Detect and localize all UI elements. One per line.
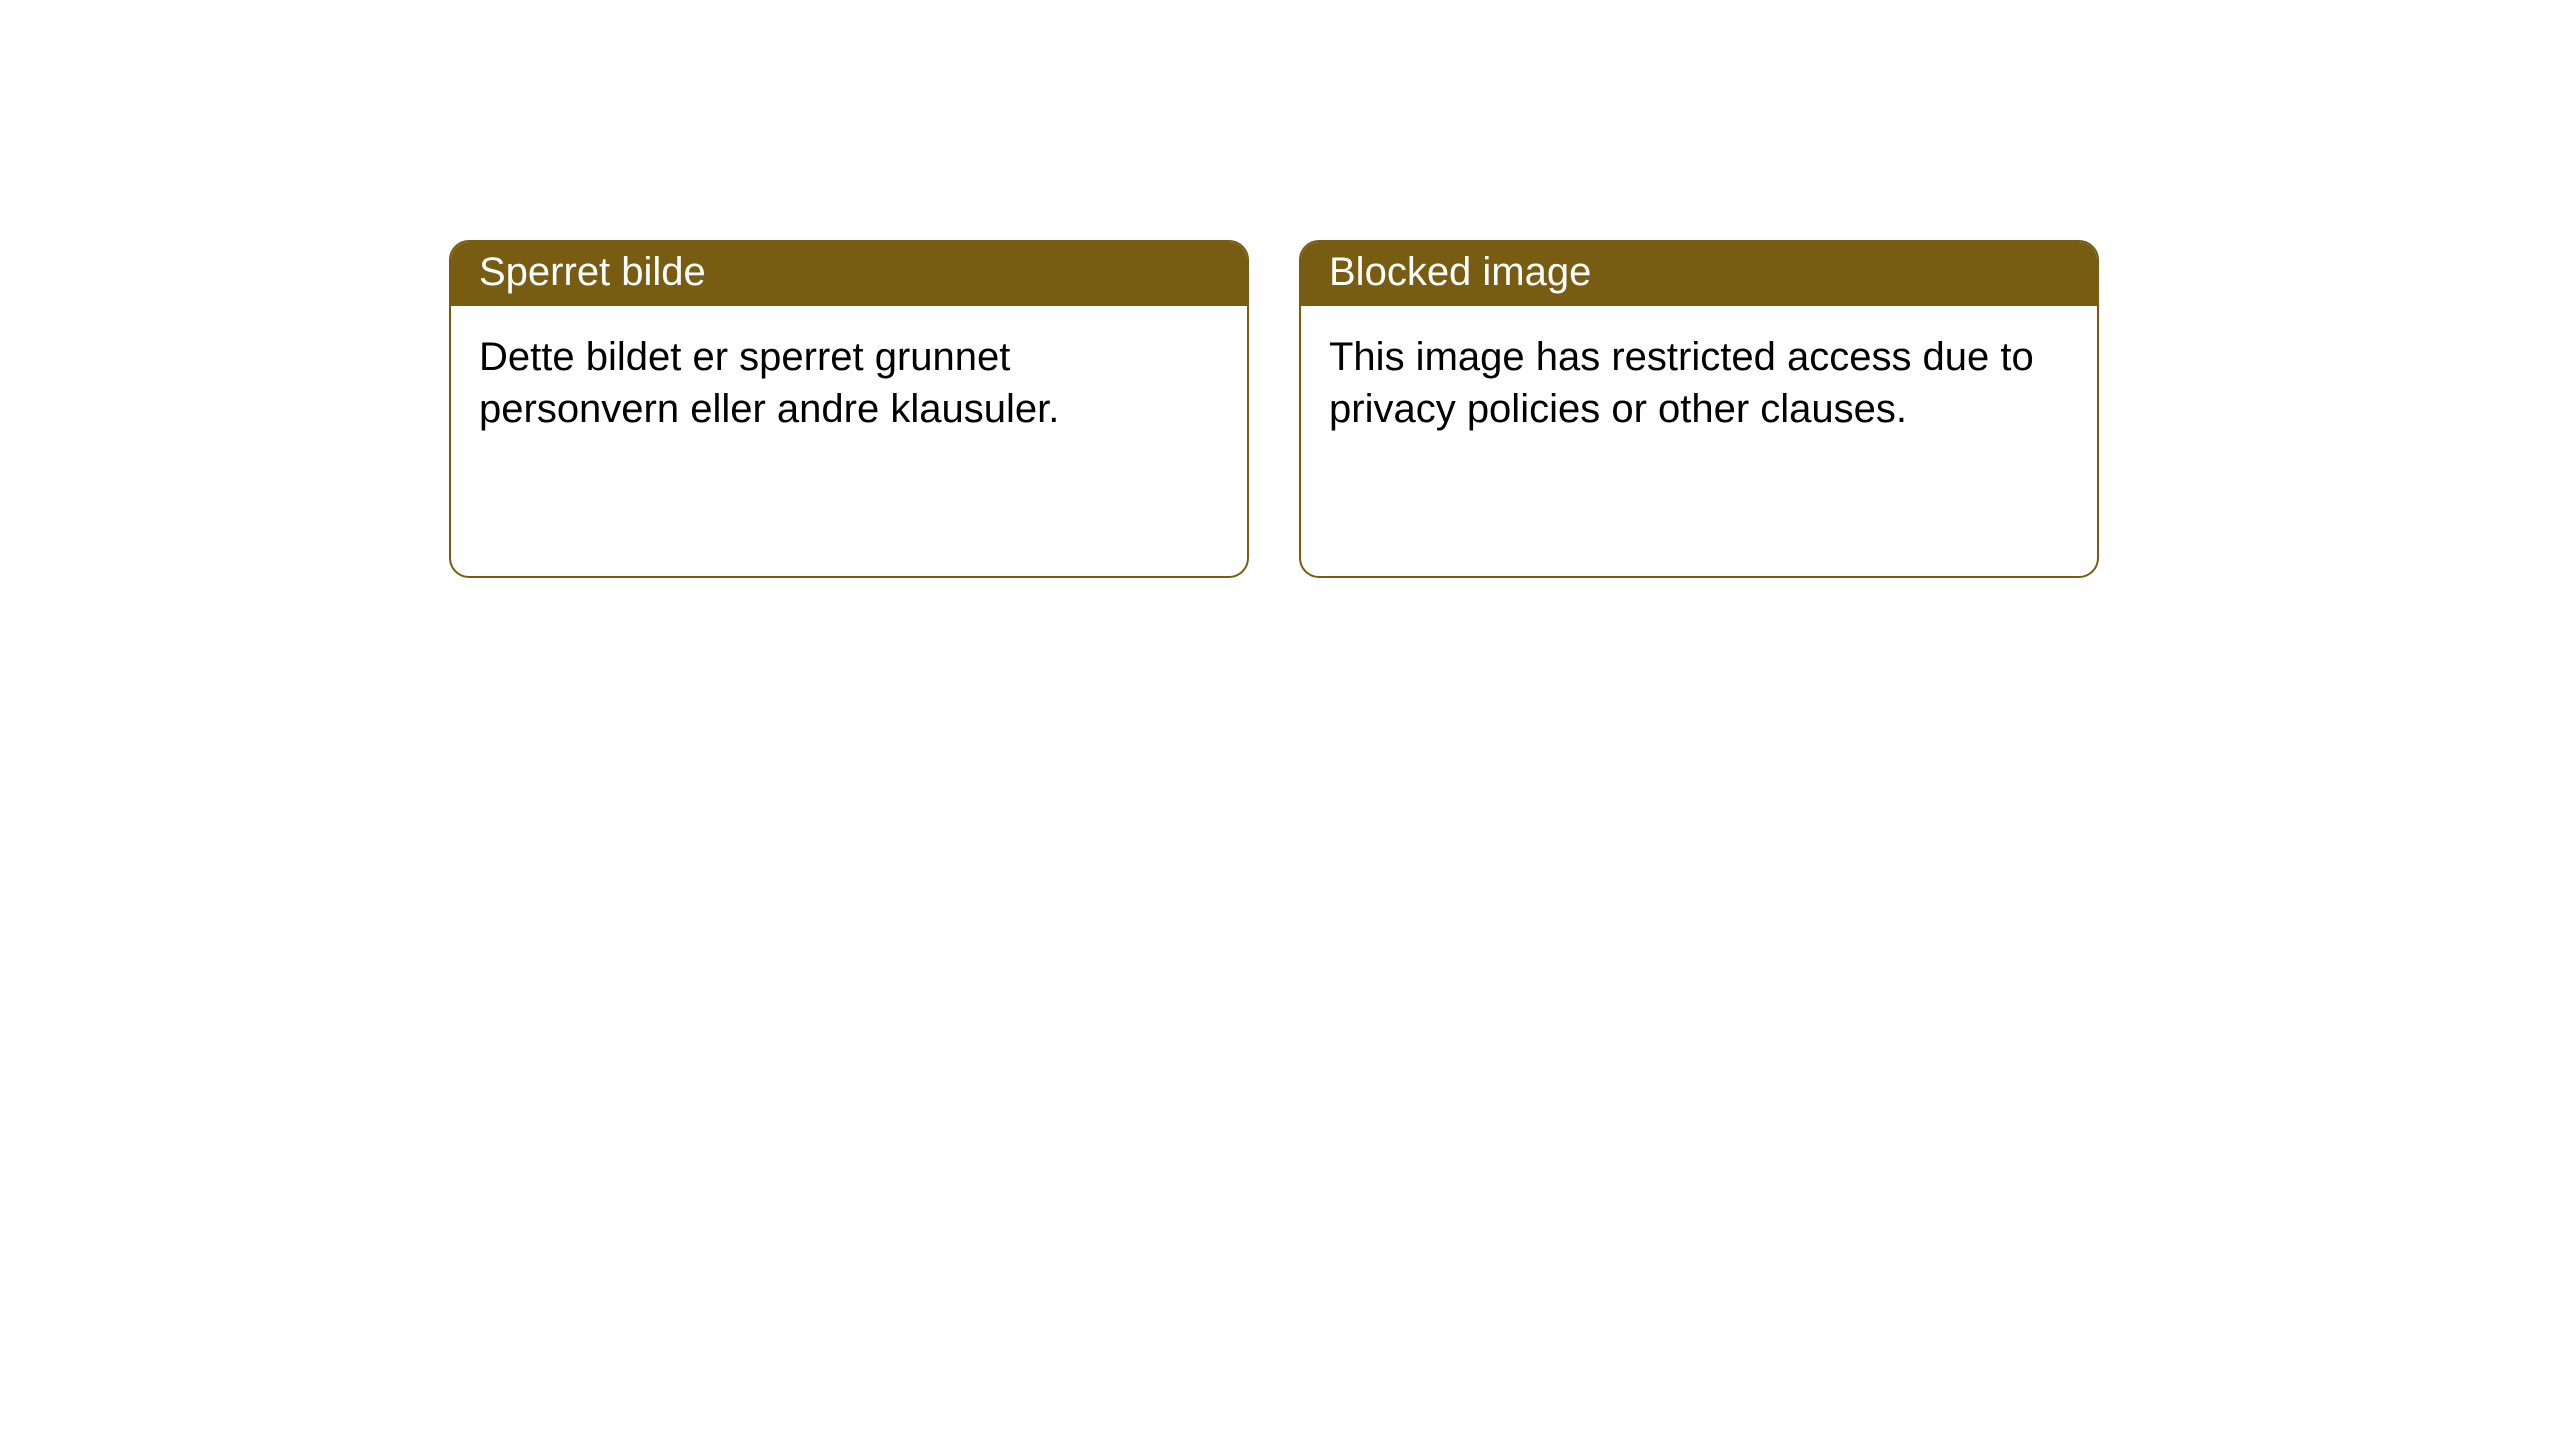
card-header-norwegian: Sperret bilde: [451, 242, 1247, 306]
blocked-image-card-english: Blocked image This image has restricted …: [1299, 240, 2099, 578]
card-body-english: This image has restricted access due to …: [1301, 306, 2097, 461]
blocked-image-card-norwegian: Sperret bilde Dette bildet er sperret gr…: [449, 240, 1249, 578]
card-body-norwegian: Dette bildet er sperret grunnet personve…: [451, 306, 1247, 461]
notice-container: Sperret bilde Dette bildet er sperret gr…: [0, 0, 2560, 578]
card-header-english: Blocked image: [1301, 242, 2097, 306]
